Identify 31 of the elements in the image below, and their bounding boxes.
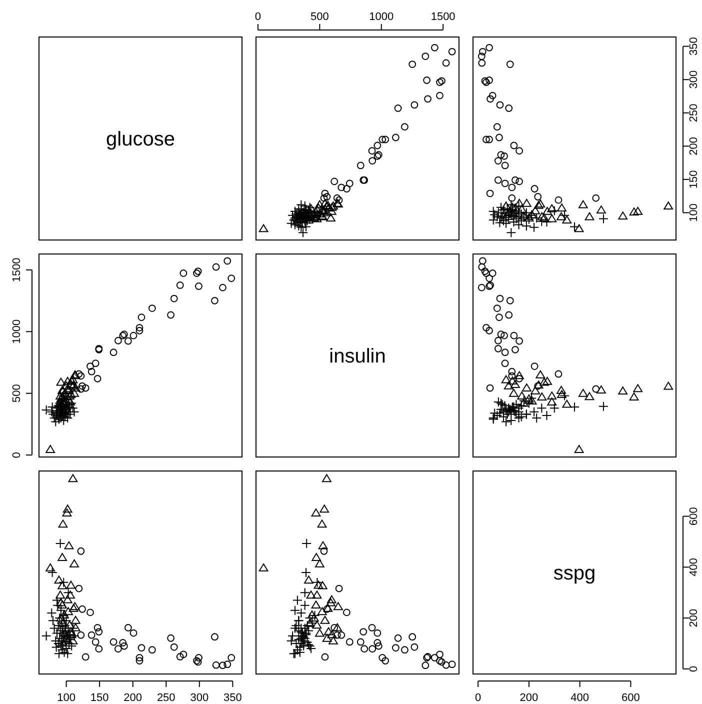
y-tick-label: 250 — [688, 104, 700, 122]
y-tick-label: 200 — [688, 136, 700, 156]
x-tick-label: 100 — [57, 692, 76, 704]
y-tick-label: 100 — [688, 204, 700, 222]
y-tick-label: 1500 — [11, 258, 23, 282]
x-tick-label: 150 — [90, 692, 109, 704]
x-tick-label: 0 — [475, 692, 482, 704]
y-tick-label: 0 — [688, 666, 700, 672]
y-tick-label: 0 — [11, 452, 23, 458]
x-tick-label: 0 — [254, 11, 262, 23]
y-tick-label: 500 — [11, 384, 23, 403]
text: sspg — [553, 562, 596, 584]
x-tick-label: 200 — [520, 692, 538, 704]
x-tick-label: 1500 — [430, 11, 456, 23]
x-tick-label: 250 — [156, 692, 176, 704]
x-tick-label: 600 — [622, 692, 640, 704]
y-tick-label: 600 — [688, 507, 700, 526]
y-tick-label: 400 — [688, 558, 700, 576]
x-tick-label: 350 — [224, 692, 242, 704]
y-tick-label: 150 — [688, 170, 700, 189]
y-tick-label: 1000 — [11, 319, 23, 344]
x-tick-label: 200 — [124, 692, 142, 704]
y-tick-label: 350 — [688, 37, 700, 56]
text: insulin — [329, 346, 386, 368]
x-tick-label: 400 — [570, 692, 590, 704]
x-tick-label: 1000 — [369, 11, 394, 23]
x-tick-label: 300 — [190, 692, 209, 704]
text: glucose — [106, 128, 175, 150]
y-tick-label: 300 — [688, 70, 700, 89]
y-tick-label: 200 — [688, 608, 700, 628]
x-tick-label: 500 — [310, 11, 329, 23]
